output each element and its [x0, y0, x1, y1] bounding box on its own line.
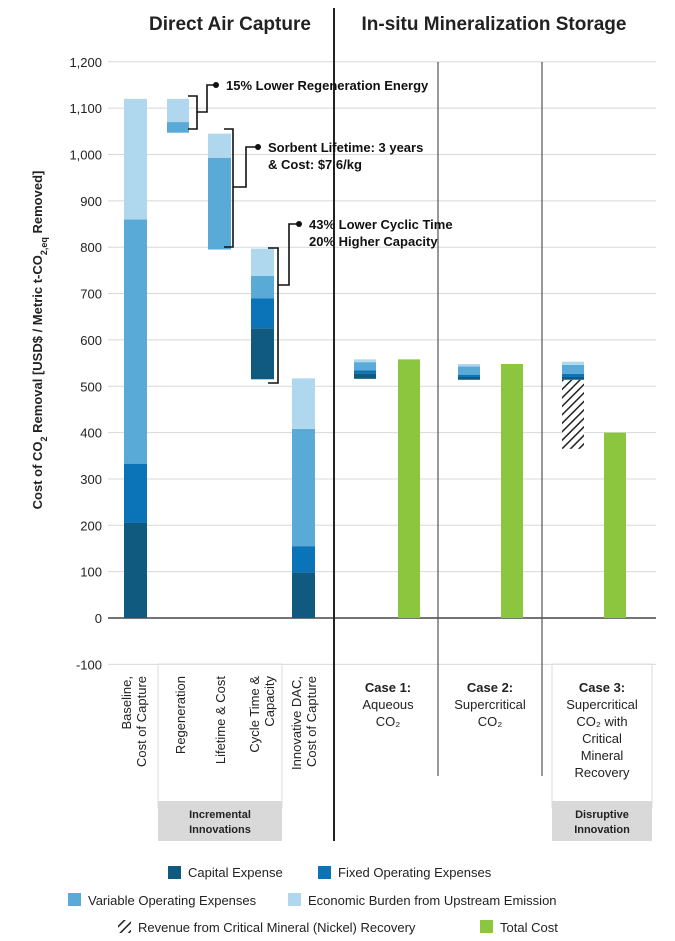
incremental-tag-line2: Innovations	[189, 824, 251, 836]
legend-label-capital: Capital Expense	[188, 865, 283, 880]
bar-segment-economic-burden-from-upstream-emission	[124, 98, 147, 220]
bar-segment-economic-burden-from-upstream-emission	[562, 361, 584, 365]
legend-label-total: Total Cost	[500, 920, 558, 935]
bar-segment-variable-operating-expenses	[167, 122, 189, 133]
y-tick-label: 900	[80, 194, 102, 209]
disruptive-tag-line1: Disruptive	[575, 809, 629, 821]
annotation-text-1: 15% Lower Regeneration Energy	[226, 78, 429, 93]
y-tick-label: 800	[80, 240, 102, 255]
legend-swatch-fixed	[318, 866, 331, 879]
bar-segment-revenue-from-critical-mineral-nickel-recovery	[562, 379, 584, 449]
legend: Capital Expense Fixed Operating Expenses…	[68, 865, 558, 935]
legend-swatch-total	[480, 920, 493, 933]
legend-label-upstream: Economic Burden from Upstream Emission	[308, 893, 557, 908]
y-tick-label: 1,100	[69, 101, 102, 116]
y-tick-label: 200	[80, 518, 102, 533]
y-tick-label: 400	[80, 426, 102, 441]
bar-segment-capital-expense	[124, 522, 147, 618]
incremental-group-tag	[158, 801, 282, 841]
legend-swatch-capital	[168, 866, 181, 879]
legend-swatch-variable	[68, 893, 81, 906]
bar-segment-variable-operating-expenses	[124, 219, 147, 464]
bar-segment-economic-burden-from-upstream-emission	[251, 248, 274, 276]
bar-segment-fixed-operating-expenses	[354, 370, 376, 374]
case2-body: Supercritical CO₂	[454, 697, 526, 729]
bar-segment-variable-operating-expenses	[458, 366, 480, 375]
annotation-text-2b: & Cost: $7.6/kg	[268, 157, 362, 172]
legend-swatch-revenue	[118, 920, 131, 933]
legend-label-variable: Variable Operating Expenses	[88, 893, 257, 908]
bar-segment-fixed-operating-expenses	[251, 298, 274, 329]
case3-title: Case 3:	[579, 680, 625, 695]
case1-title: Case 1:	[365, 680, 411, 695]
y-tick-label: 100	[80, 565, 102, 580]
y-tick-label: 300	[80, 472, 102, 487]
annotation-dot-2	[255, 144, 261, 150]
bar-segment-economic-burden-from-upstream-emission	[354, 359, 376, 363]
annotation-lifetime	[224, 128, 258, 248]
bar-segment-variable-operating-expenses	[251, 275, 274, 299]
category-label-cycle: Cycle Time &Capacity	[247, 676, 277, 753]
annotation-regeneration	[188, 84, 216, 130]
category-label-baseline: Baseline,Cost of Capture	[119, 676, 149, 767]
gridlines	[108, 61, 656, 665]
y-tick-labels: -100 0 100 200 300 400 500 600 700 800 900 1,000 1,1…	[69, 55, 102, 673]
category-label-lifetime: Lifetime & Cost	[213, 676, 228, 765]
bar-segment-variable-operating-expenses	[292, 428, 315, 547]
bar-segment-capital-expense	[562, 376, 584, 380]
legend-label-fixed: Fixed Operating Expenses	[338, 865, 492, 880]
case2-title: Case 2:	[467, 680, 513, 695]
bar-segment-capital-expense	[251, 328, 274, 380]
bar-segment-fixed-operating-expenses	[292, 546, 315, 573]
incremental-tag-line1: Incremental	[189, 809, 251, 821]
annotation-dot-1	[213, 82, 219, 88]
y-tick-label: 1,000	[69, 148, 102, 163]
bar-segment-fixed-operating-expenses	[562, 373, 584, 377]
case3-body: Supercritical CO₂ with Critical Mineral Reco…	[566, 697, 638, 780]
bars	[124, 98, 626, 618]
bar-segment-economic-burden-from-upstream-emission	[292, 378, 315, 429]
category-label-innovative: Innovative DAC,Cost of Capture	[289, 676, 319, 770]
panel-title-mineralization: In-situ Mineralization Storage	[362, 14, 627, 35]
y-tick-label: 1,200	[69, 55, 102, 70]
legend-swatch-upstream	[288, 893, 301, 906]
y-tick-label: 600	[80, 333, 102, 348]
disruptive-tag-line2: Innovation	[574, 824, 630, 836]
y-tick-label: 700	[80, 287, 102, 302]
bar-segment-variable-operating-expenses	[208, 157, 231, 250]
category-label-regeneration: Regeneration	[173, 676, 188, 754]
case1-body: Aqueous CO₂	[362, 697, 414, 729]
bar-segment-economic-burden-from-upstream-emission	[458, 364, 480, 367]
annotation-text-2a: Sorbent Lifetime: 3 years	[268, 140, 423, 155]
y-axis-label: Cost of CO2 Removal [USD$ / Metric t-CO2…	[30, 171, 49, 510]
y-tick-label: -100	[76, 657, 102, 672]
bar-segment-fixed-operating-expenses	[458, 374, 480, 377]
annotation-dot-3	[296, 221, 302, 227]
bar-segment-total-cost	[398, 359, 420, 618]
bar-segment-fixed-operating-expenses	[124, 463, 147, 523]
bar-segment-capital-expense	[458, 376, 480, 380]
disruptive-group-tag	[552, 801, 652, 841]
bar-segment-economic-burden-from-upstream-emission	[208, 133, 231, 158]
annotation-cycle	[268, 223, 299, 384]
annotation-text-3b: 20% Higher Capacity	[309, 234, 438, 249]
bar-segment-variable-operating-expenses	[354, 362, 376, 371]
panel-title-dac: Direct Air Capture	[149, 14, 311, 35]
bar-segment-total-cost	[604, 432, 626, 618]
annotation-text-3a: 43% Lower Cyclic Time	[309, 217, 453, 232]
y-tick-label: 500	[80, 379, 102, 394]
legend-label-revenue: Revenue from Critical Mineral (Nickel) R…	[138, 920, 416, 935]
y-tick-label: 0	[95, 611, 102, 626]
bar-segment-total-cost	[501, 364, 523, 618]
bar-segment-capital-expense	[292, 572, 315, 618]
bar-segment-variable-operating-expenses	[562, 364, 584, 374]
bar-segment-capital-expense	[354, 373, 376, 379]
bar-segment-economic-burden-from-upstream-emission	[167, 98, 189, 123]
